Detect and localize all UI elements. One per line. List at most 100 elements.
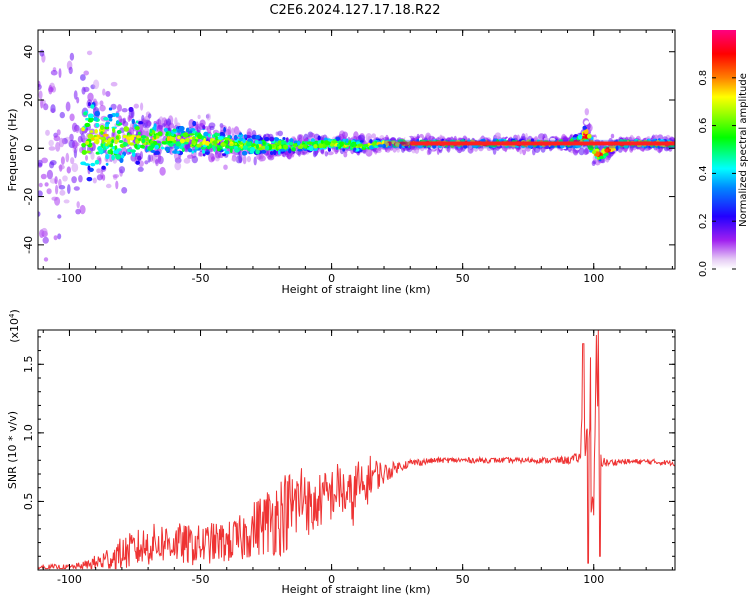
spectrogram-cell [110, 150, 114, 155]
spectrogram-cell [55, 141, 61, 152]
spectrogram-cell [86, 177, 93, 182]
spectrogram-cell [212, 145, 216, 150]
spectrogram-cell [204, 125, 209, 131]
spectrogram-cell [116, 130, 122, 134]
spectrogram-cell [494, 132, 501, 138]
spectrogram-cell [283, 144, 289, 150]
spectrogram-cell [105, 121, 110, 125]
spectrogram-cell [255, 143, 259, 149]
spectrogram-cell [144, 160, 149, 165]
spectrogram-cell [292, 143, 298, 147]
spectrogram-cell [426, 149, 431, 156]
spectrogram-cell [43, 257, 49, 262]
spectrogram-cell [85, 155, 88, 161]
spectrogram-cell [255, 135, 261, 140]
spectrogram-cell [99, 100, 104, 106]
spectrogram-cell [187, 148, 193, 153]
spectrogram-cell [53, 235, 58, 241]
spectrogram-cell [369, 139, 373, 144]
spectrogram-cell [90, 162, 96, 167]
spectrogram-cell [83, 70, 89, 76]
spectrogram-cell [161, 146, 165, 150]
spectrogram-cell [591, 160, 596, 166]
y-tick-label: 1.5 [22, 356, 35, 374]
spectrogram-cell [87, 113, 94, 119]
spectrogram-cell [44, 182, 49, 187]
x-tick-label: 50 [456, 573, 470, 586]
snr-y-multiplier: (x104) [8, 309, 21, 343]
figure-title: C2E6.2024.127.17.18.R22 [269, 3, 440, 18]
spectrogram-cell [43, 103, 49, 111]
spectrogram-cell [308, 145, 314, 152]
x-tick-label: 50 [456, 272, 470, 285]
colorbar-tick-label: 0.0 [698, 261, 709, 277]
spectrogram-cell [195, 121, 199, 130]
spectrogram-cell [587, 133, 592, 139]
spectrogram-cell [311, 133, 315, 138]
spectrogram-cell [112, 127, 116, 133]
spectrogram-cell [108, 117, 113, 122]
spectrogram-cell [197, 114, 201, 120]
spectrogram-cell [100, 125, 105, 130]
spectrogram-cell [57, 214, 62, 219]
colorbar-label: Normalized spectral amplitude [738, 73, 749, 227]
spectrogram-cell [118, 166, 125, 174]
spectrogram-cell [234, 142, 237, 146]
spectrogram-cell [149, 128, 153, 134]
spectrogram-cell [95, 139, 99, 145]
spectrogram-cell [108, 107, 113, 111]
spectrogram-cell [262, 141, 266, 145]
spectrogram-cell [137, 166, 144, 172]
spectrogram-cell [55, 184, 59, 195]
spectrogram-cell [153, 134, 157, 140]
spectrogram-cell [75, 208, 81, 215]
spectrogram-cell [297, 145, 303, 149]
spectrogram-cell [118, 140, 124, 143]
spectrogram-cell [604, 148, 609, 153]
spectrogram-cell [264, 137, 270, 142]
spectrogram-cell [58, 164, 65, 170]
spectrogram-cell [193, 149, 197, 153]
spectrogram-cell [38, 159, 43, 167]
spectrogram-cell [224, 137, 231, 141]
spectrogram-cell [50, 104, 56, 114]
spectrogram-cell [182, 132, 189, 138]
spectrogram-cell [131, 118, 135, 125]
snr-y-multiplier-base: (x10 [8, 318, 21, 343]
spectrogram-cell [111, 139, 114, 144]
spectrogram-cell [191, 140, 195, 144]
spectrogram-cell [197, 133, 203, 139]
spectrogram-cell [38, 190, 43, 197]
x-tick-label: -100 [57, 573, 82, 586]
spectrogram-cell [45, 129, 50, 136]
spectrogram-cell [62, 175, 68, 182]
spectrogram-cell [93, 116, 98, 122]
spectrogram-cell [67, 184, 71, 195]
spectrogram-cell [58, 137, 65, 148]
spectrogram-cell [584, 108, 589, 116]
spectrogram-cell [138, 121, 143, 125]
spectrogram-cell [269, 136, 275, 142]
spectrogram-cell [116, 148, 122, 152]
x-tick-label: -50 [192, 573, 210, 586]
spectrogram-cell [105, 183, 112, 189]
spectrogram-cell [199, 119, 206, 128]
spectrogram-cell [137, 123, 144, 133]
spectrogram-cell [244, 134, 247, 139]
x-tick-label: 100 [583, 272, 604, 285]
spectrogram-cell [115, 112, 119, 117]
spectrogram-cell [363, 144, 369, 147]
spectrogram-cell [134, 126, 140, 131]
spectrogram-cell [85, 140, 90, 145]
spectrogram-cell [51, 196, 58, 201]
spectrogram-cell [184, 138, 188, 142]
spectrogram-cell [70, 157, 75, 165]
spectrogram-cell [357, 143, 363, 147]
spectrogram-cell [188, 119, 195, 129]
snr-marks [38, 330, 675, 570]
spectrogram-cell [115, 154, 121, 160]
spectrogram-cell [50, 69, 58, 76]
spectrogram-cell [246, 141, 252, 147]
spectrogram-cell [185, 143, 191, 150]
